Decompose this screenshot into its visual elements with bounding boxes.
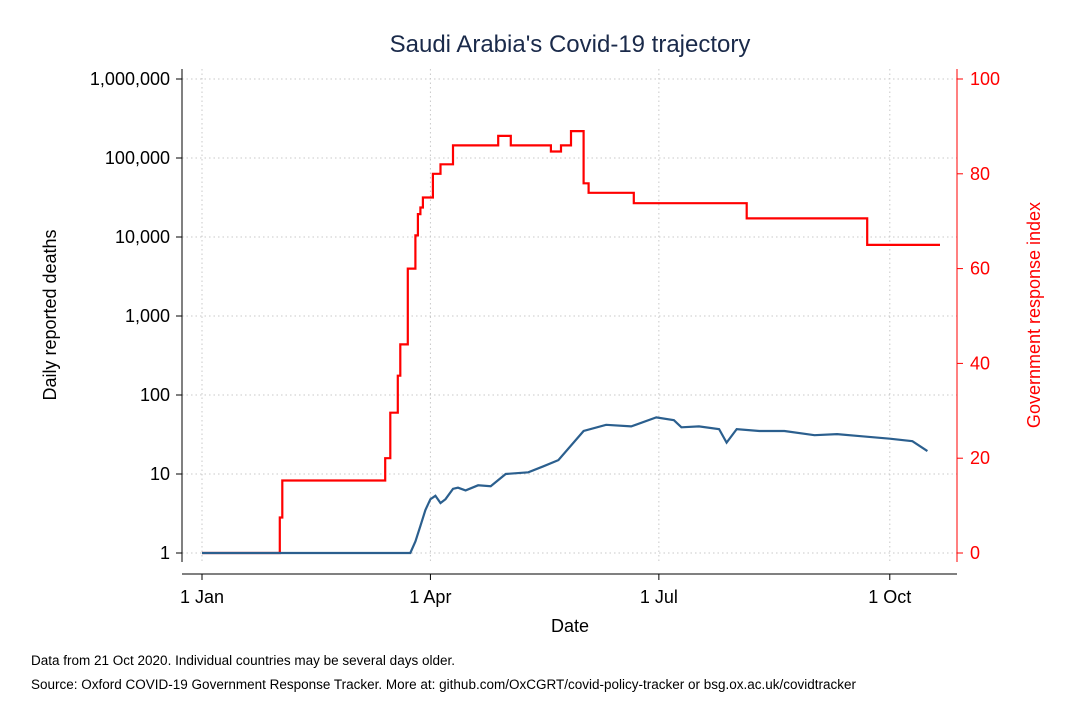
right-tick-label: 80 [970, 164, 990, 184]
footnote-source: Source: Oxford COVID-19 Government Respo… [31, 677, 857, 692]
x-axis-label: Date [551, 616, 589, 636]
right-tick-label: 100 [970, 69, 1000, 89]
left-tick-label: 100,000 [105, 148, 170, 168]
left-axis-label: Daily reported deaths [40, 229, 60, 400]
x-tick-label: 1 Jul [640, 587, 678, 607]
right-axis-label: Government response index [1024, 202, 1044, 428]
left-tick-label: 10,000 [115, 227, 170, 247]
left-tick-label: 100 [140, 385, 170, 405]
grid-lines [182, 69, 957, 562]
left-axis-ticks: 1 10 100 1,000 10,000 100,000 1,000,000 [90, 69, 182, 563]
right-tick-label: 0 [970, 543, 980, 563]
chart-title: Saudi Arabia's Covid-19 trajectory [390, 31, 751, 58]
x-axis-ticks: 1 Jan 1 Apr 1 Jul 1 Oct [180, 574, 911, 607]
x-tick-label: 1 Oct [868, 587, 911, 607]
government-response-series-line [202, 130, 940, 555]
right-tick-label: 60 [970, 259, 990, 279]
right-axis-ticks: 0 20 40 60 80 100 [957, 69, 1000, 563]
footnote-data-date: Data from 21 Oct 2020. Individual countr… [31, 653, 455, 668]
left-tick-label: 1,000 [125, 306, 170, 326]
left-tick-label: 1 [160, 543, 170, 563]
daily-deaths-series-line [202, 416, 929, 555]
x-tick-label: 1 Apr [409, 587, 451, 607]
left-tick-label: 1,000,000 [90, 69, 170, 89]
right-tick-label: 40 [970, 353, 990, 373]
right-tick-label: 20 [970, 448, 990, 468]
left-tick-label: 10 [150, 464, 170, 484]
x-tick-label: 1 Jan [180, 587, 224, 607]
